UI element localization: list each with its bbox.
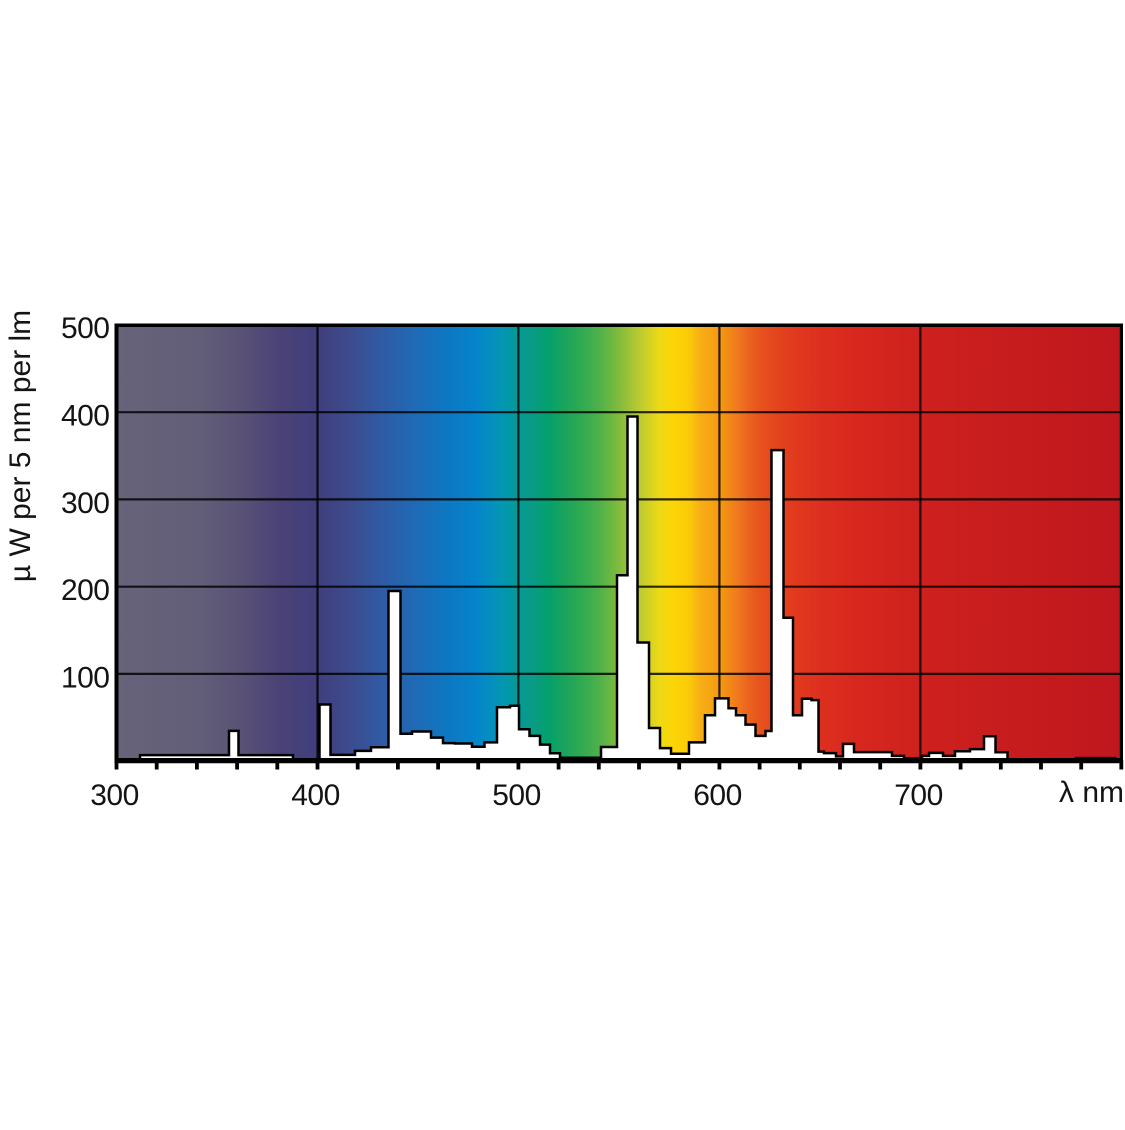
svg-text:200: 200	[61, 574, 110, 607]
svg-text:100: 100	[61, 661, 110, 694]
svg-text:µ W per 5 nm per lm: µ W per 5 nm per lm	[4, 310, 37, 582]
svg-text:300: 300	[61, 487, 110, 520]
svg-text:600: 600	[693, 779, 742, 812]
svg-text:500: 500	[61, 312, 110, 345]
svg-text:400: 400	[61, 400, 110, 433]
svg-text:300: 300	[90, 779, 139, 812]
svg-text:700: 700	[894, 779, 943, 812]
svg-text:λ nm: λ nm	[1059, 776, 1124, 809]
svg-text:400: 400	[291, 779, 340, 812]
svg-text:500: 500	[492, 779, 541, 812]
